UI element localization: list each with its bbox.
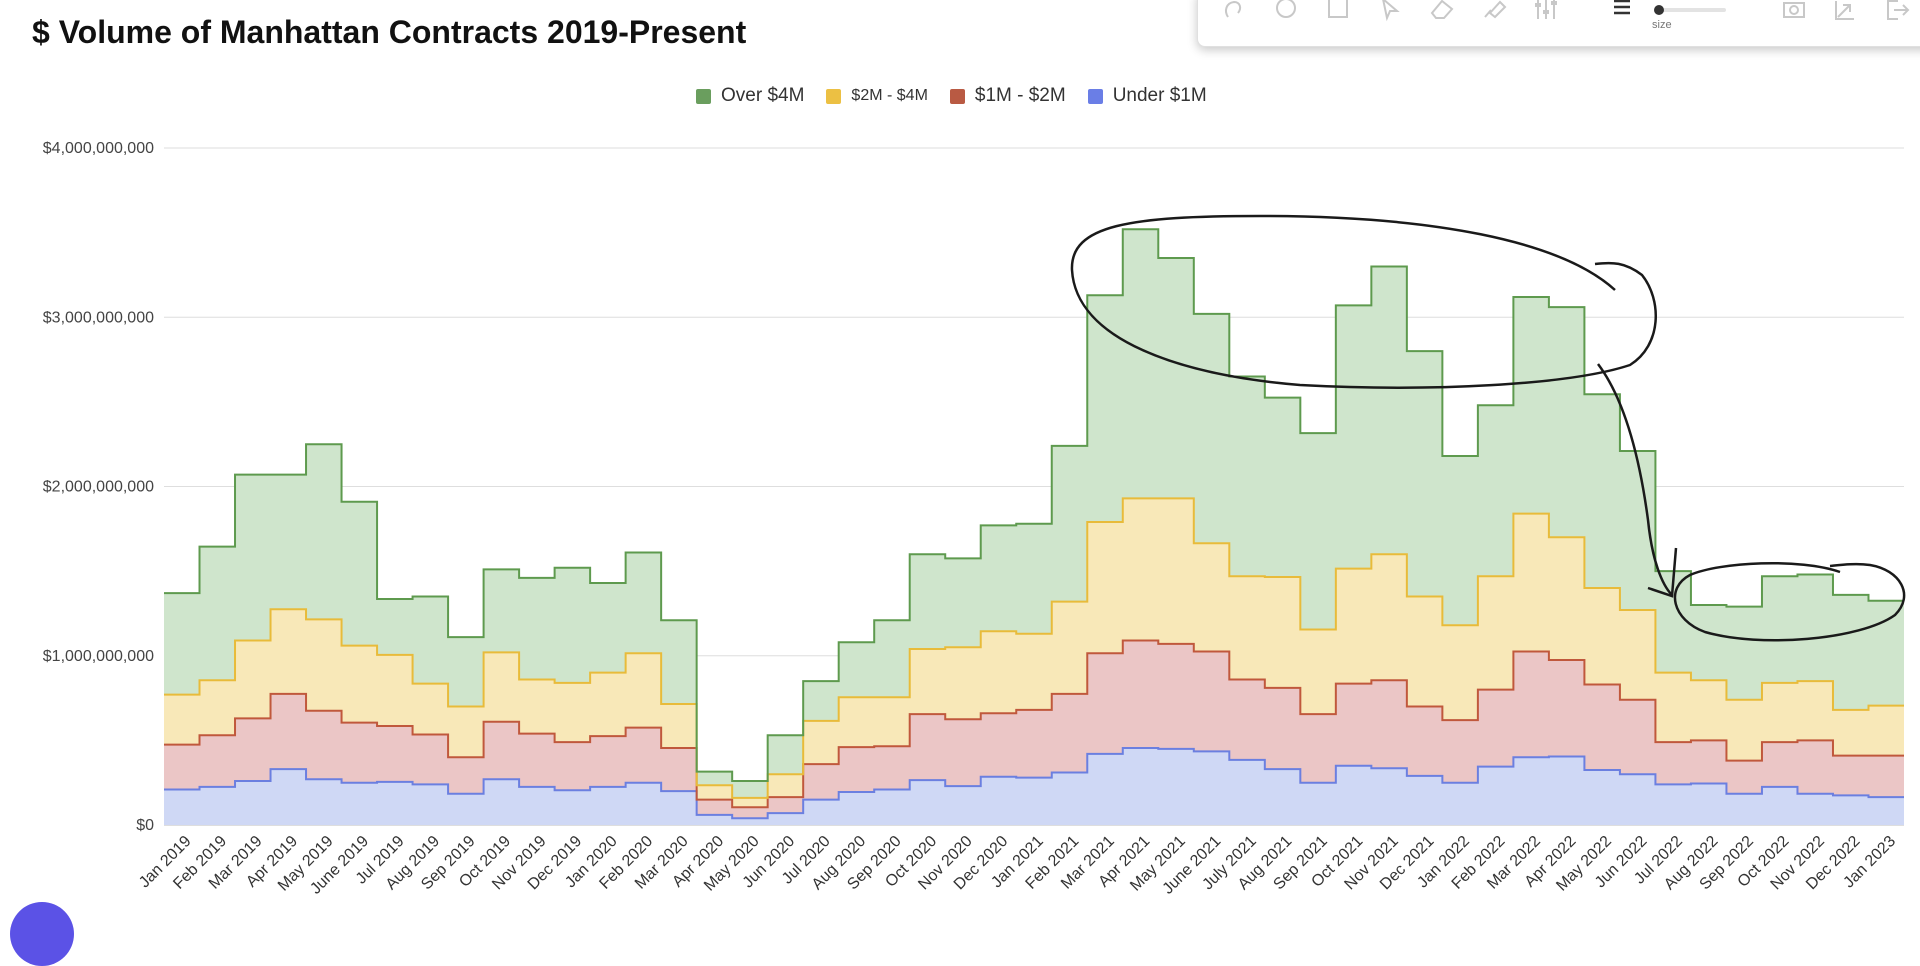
line-over-4m: [164, 228, 1904, 782]
series-lines: [164, 228, 1904, 820]
highlighter-icon[interactable]: [1480, 0, 1508, 23]
legend-item-under-1m[interactable]: Under $1M: [1087, 85, 1207, 107]
export-icon[interactable]: [1832, 0, 1860, 23]
circle-icon[interactable]: [1272, 0, 1300, 23]
line-1m-2m: [164, 639, 1904, 809]
annotation-oval-peak: [1070, 214, 1657, 389]
y-tick-label: $1,000,000,000: [43, 648, 154, 665]
size-slider[interactable]: size: [1650, 0, 1730, 39]
legend-swatch-1m-2m: [949, 88, 965, 104]
y-tick-label: $3,000,000,000: [43, 309, 154, 326]
y-tick-label: $2,000,000,000: [43, 479, 154, 496]
camera-icon[interactable]: [1780, 0, 1808, 23]
series-areas: [164, 229, 1904, 825]
size-label: size: [1652, 19, 1672, 31]
legend: Over $4M $2M - $4M $1M - $2M Under $1M: [696, 84, 1229, 108]
legend-label-over-4m: Over $4M: [721, 85, 805, 106]
legend-swatch-under-1m: [1087, 88, 1103, 104]
sliders-icon[interactable]: [1532, 0, 1560, 23]
floating-action-button[interactable]: [10, 902, 74, 966]
chart-title: $ Volume of Manhattan Contracts 2019-Pre…: [32, 14, 747, 50]
legend-swatch-over-4m: [696, 88, 711, 104]
legend-label-2m-4m: $2M - $4M: [851, 87, 928, 104]
area-over-4m: [164, 229, 1904, 798]
eraser-icon[interactable]: [1428, 0, 1456, 23]
square-icon[interactable]: [1324, 0, 1352, 23]
annotation-oval-recent: [1673, 561, 1906, 642]
size-slider-track: [1656, 8, 1726, 12]
y-tick-label: $0: [136, 817, 154, 834]
line-weight-icon[interactable]: [1608, 0, 1636, 23]
line-2m-4m: [164, 497, 1904, 799]
size-slider-knob[interactable]: [1654, 5, 1664, 15]
annotation-arrow-head: [1647, 547, 1678, 598]
line-under-1m: [164, 746, 1904, 820]
legend-item-1m-2m[interactable]: $1M - $2M: [949, 85, 1066, 107]
exit-icon[interactable]: [1884, 0, 1912, 23]
legend-label-under-1m: Under $1M: [1112, 85, 1207, 106]
lasso-icon[interactable]: [1220, 0, 1248, 23]
area-2m-4m: [164, 498, 1904, 808]
annotation-toolbar: size: [1197, 0, 1920, 47]
area-under-1m: [164, 747, 1904, 825]
pointer-icon[interactable]: [1376, 0, 1404, 23]
annotation-arrow: [1596, 363, 1673, 596]
legend-swatch-2m-4m: [826, 88, 842, 104]
hand-drawn-annotations: [1070, 214, 1906, 642]
y-tick-label: $4,000,000,000: [43, 140, 154, 157]
legend-item-2m-4m[interactable]: $2M - $4M: [826, 87, 928, 105]
chart: $0 $1,000,000,000 $2,000,000,000 $3,000,000…: [43, 140, 1906, 898]
legend-label-1m-2m: $1M - $2M: [974, 85, 1066, 106]
area-1m-2m: [164, 640, 1904, 819]
y-axis-ticks: $0 $1,000,000,000 $2,000,000,000 $3,000,000…: [43, 140, 154, 834]
legend-item-over-4m[interactable]: Over $4M: [696, 85, 804, 107]
